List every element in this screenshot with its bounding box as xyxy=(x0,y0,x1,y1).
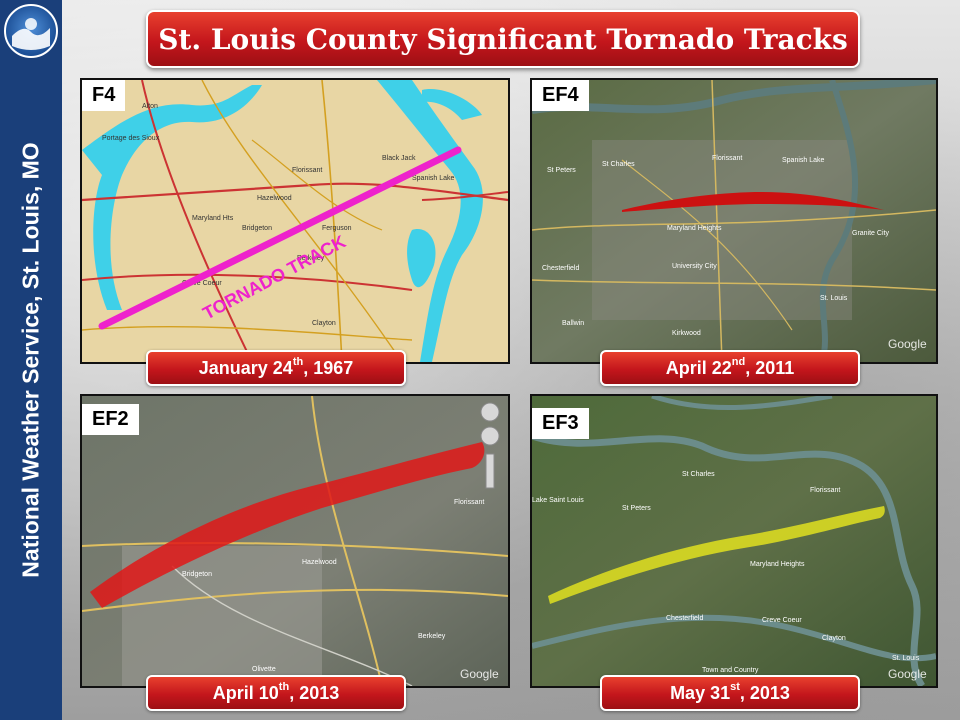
page-title: St. Louis County Significant Tornado Tra… xyxy=(158,22,848,56)
svg-text:Spanish Lake: Spanish Lake xyxy=(782,157,825,164)
svg-text:Hazelwood: Hazelwood xyxy=(302,559,337,566)
svg-text:St Peters: St Peters xyxy=(547,167,576,174)
tornado-track-may-2013 xyxy=(548,506,885,604)
rating-badge-f4: F4 xyxy=(82,80,126,111)
tornado-track-apr-2013 xyxy=(90,442,485,608)
svg-text:Olivette: Olivette xyxy=(252,666,276,673)
rating-badge-ef4: EF4 xyxy=(532,80,589,111)
tornado-track-1967 xyxy=(98,146,462,330)
sidebar-title: National Weather Service, St. Louis, MO xyxy=(17,142,44,578)
svg-text:Florissant: Florissant xyxy=(712,155,742,162)
svg-text:Florissant: Florissant xyxy=(810,487,840,494)
svg-text:Florissant: Florissant xyxy=(454,499,484,506)
svg-text:Clayton: Clayton xyxy=(312,320,336,327)
svg-text:Maryland Heights: Maryland Heights xyxy=(750,561,805,568)
svg-text:Bridgeton: Bridgeton xyxy=(242,225,272,232)
svg-text:Alton: Alton xyxy=(142,103,158,110)
svg-text:University City: University City xyxy=(672,263,717,270)
svg-text:St. Louis: St. Louis xyxy=(892,655,920,662)
svg-text:St Charles: St Charles xyxy=(602,161,635,168)
map-panel-may-2013: Lake Saint Louis St Peters St Charles Fl… xyxy=(530,394,938,688)
svg-text:Google: Google xyxy=(460,667,499,681)
svg-text:Black Jack: Black Jack xyxy=(382,155,416,162)
svg-text:Maryland Heights: Maryland Heights xyxy=(667,225,722,232)
svg-text:Granite City: Granite City xyxy=(852,230,889,237)
svg-text:Google: Google xyxy=(888,667,927,681)
svg-text:Florissant: Florissant xyxy=(292,167,322,174)
svg-text:Spanish Lake: Spanish Lake xyxy=(412,175,455,182)
map-panel-2011: St Charles St Peters Florissant Spanish … xyxy=(530,78,938,364)
svg-text:Bridgeton: Bridgeton xyxy=(182,571,212,578)
svg-text:Maryland Hts: Maryland Hts xyxy=(192,215,234,222)
svg-text:Town and Country: Town and Country xyxy=(702,667,759,674)
svg-text:St Charles: St Charles xyxy=(682,471,715,478)
page-title-banner: St. Louis County Significant Tornado Tra… xyxy=(146,10,860,68)
svg-text:Lake Saint Louis: Lake Saint Louis xyxy=(532,497,584,504)
svg-text:Clayton: Clayton xyxy=(822,635,846,642)
svg-text:Chesterfield: Chesterfield xyxy=(542,265,579,272)
svg-text:Creve Coeur: Creve Coeur xyxy=(182,280,222,287)
rating-badge-ef3: EF3 xyxy=(532,408,589,439)
svg-text:Berkeley: Berkeley xyxy=(297,255,325,262)
svg-text:Berkeley: Berkeley xyxy=(418,633,446,640)
map-panel-apr-2013: Florissant Hazelwood Bridgeton Berkeley … xyxy=(80,394,510,688)
svg-text:Google: Google xyxy=(888,337,927,351)
svg-text:Chesterfield: Chesterfield xyxy=(666,615,703,622)
svg-text:St Peters: St Peters xyxy=(622,505,651,512)
svg-text:Creve Coeur: Creve Coeur xyxy=(762,617,802,624)
rating-badge-ef2: EF2 xyxy=(82,404,139,435)
map-panel-1967: Florissant Black Jack Hazelwood Ferguson… xyxy=(80,78,510,364)
svg-text:Portage des Sioux: Portage des Sioux xyxy=(102,135,160,142)
svg-text:Ferguson: Ferguson xyxy=(322,225,352,232)
svg-text:Hazelwood: Hazelwood xyxy=(257,195,292,202)
noaa-logo-icon xyxy=(4,4,58,58)
svg-text:St. Louis: St. Louis xyxy=(820,295,848,302)
svg-text:Kirkwood: Kirkwood xyxy=(672,330,701,337)
sidebar: National Weather Service, St. Louis, MO xyxy=(0,0,62,720)
svg-text:Ballwin: Ballwin xyxy=(562,320,584,327)
tornado-track-2011 xyxy=(622,192,884,212)
